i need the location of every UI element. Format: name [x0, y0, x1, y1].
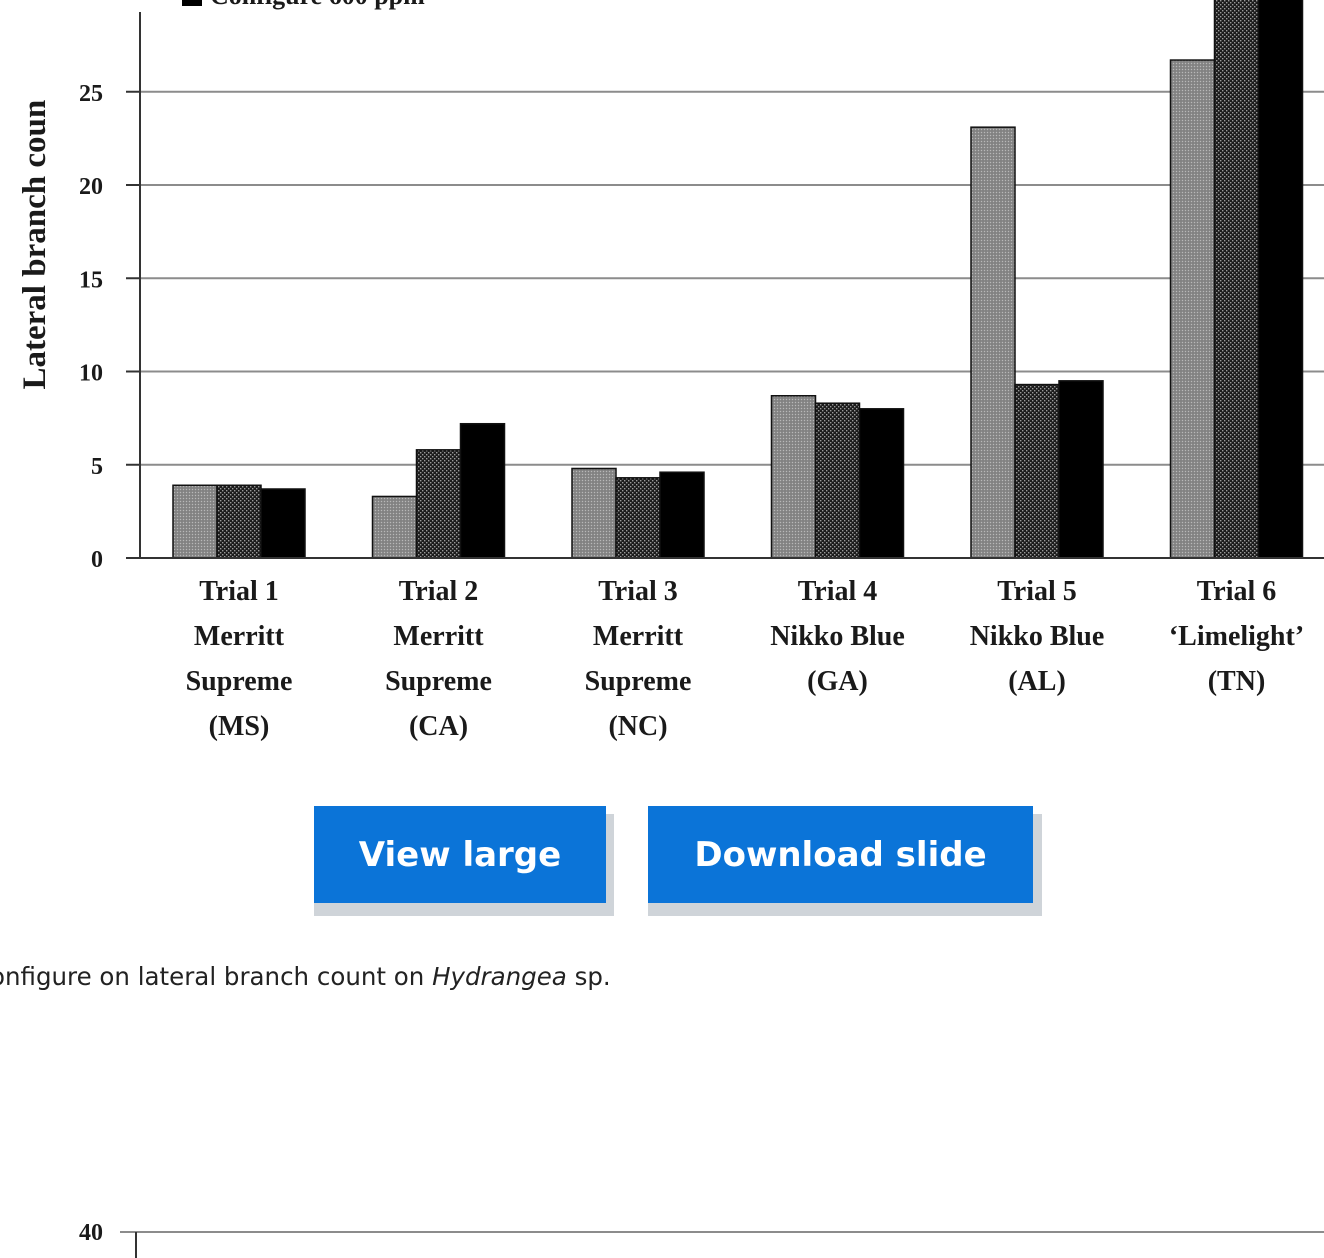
x-category-label: (GA)	[807, 666, 868, 697]
legend-entry: Configure 600 ppm	[210, 0, 425, 10]
y-tick-label: 20	[79, 174, 103, 200]
bar	[770, 394, 817, 559]
x-category-label: Merritt	[393, 621, 484, 652]
x-category-label: Trial 1	[199, 576, 279, 607]
lateral-branch-chart: 051015202530Trial 1MerrittSupreme(MS)Tri…	[0, 0, 1324, 742]
bar	[172, 484, 218, 559]
figure-caption: onfigure on lateral branch count on Hydr…	[0, 962, 611, 991]
x-category-label: (NC)	[608, 711, 667, 742]
y-tick-label: 10	[79, 361, 103, 387]
bar	[970, 126, 1016, 559]
y-tick-label: 15	[79, 267, 103, 293]
x-category-label: Trial 6	[1197, 576, 1277, 607]
bar	[1213, 0, 1260, 559]
bar	[615, 477, 661, 559]
y-axis-label: Lateral branch coun	[17, 100, 53, 390]
view-large-button[interactable]: View large	[314, 806, 606, 903]
x-category-label: Nikko Blue	[970, 621, 1105, 652]
y-tick-label: 0	[91, 547, 103, 573]
x-category-label: Trial 3	[598, 576, 678, 607]
bar	[415, 449, 462, 559]
x-category-label: (MS)	[209, 711, 270, 742]
bar	[1257, 0, 1304, 559]
bar	[1058, 380, 1104, 559]
bar	[858, 408, 905, 559]
download-slide-button[interactable]: Download slide	[648, 806, 1033, 903]
view-large-button-wrap: View large	[314, 806, 614, 916]
caption-species: Hydrangea	[432, 962, 567, 991]
y-tick-label: 25	[79, 81, 103, 107]
caption-text: onfigure on lateral branch count on	[0, 962, 433, 991]
bar	[1169, 59, 1216, 559]
chart2-y-tick-label: 40	[79, 1220, 103, 1246]
x-category-label: Merritt	[194, 621, 285, 652]
bar	[571, 467, 617, 559]
bar	[260, 488, 306, 559]
x-category-label: Nikko Blue	[770, 621, 905, 652]
bar	[659, 471, 705, 559]
x-category-label: ‘Limelight’	[1169, 621, 1304, 652]
caption-suffix: sp.	[566, 962, 611, 991]
x-category-label: (TN)	[1208, 666, 1266, 697]
legend-swatch	[182, 0, 202, 6]
legend-box	[0, 0, 525, 12]
download-slide-button-wrap: Download slide	[648, 806, 1042, 916]
bar	[814, 402, 861, 559]
bar	[1014, 383, 1060, 559]
bar	[459, 422, 506, 559]
x-category-label: Trial 5	[997, 576, 1077, 607]
x-category-label: Supreme	[186, 666, 293, 697]
bar	[371, 495, 418, 559]
bar	[216, 484, 262, 559]
x-category-label: Supreme	[585, 666, 692, 697]
x-category-label: Trial 2	[399, 576, 479, 607]
y-tick-label: 5	[91, 454, 103, 480]
x-category-label: Merritt	[593, 621, 684, 652]
x-category-label: (AL)	[1008, 666, 1066, 697]
x-category-label: Trial 4	[798, 576, 878, 607]
x-category-label: (CA)	[409, 711, 468, 742]
x-category-label: Supreme	[385, 666, 492, 697]
second-chart-partial: 40	[79, 1220, 1324, 1258]
